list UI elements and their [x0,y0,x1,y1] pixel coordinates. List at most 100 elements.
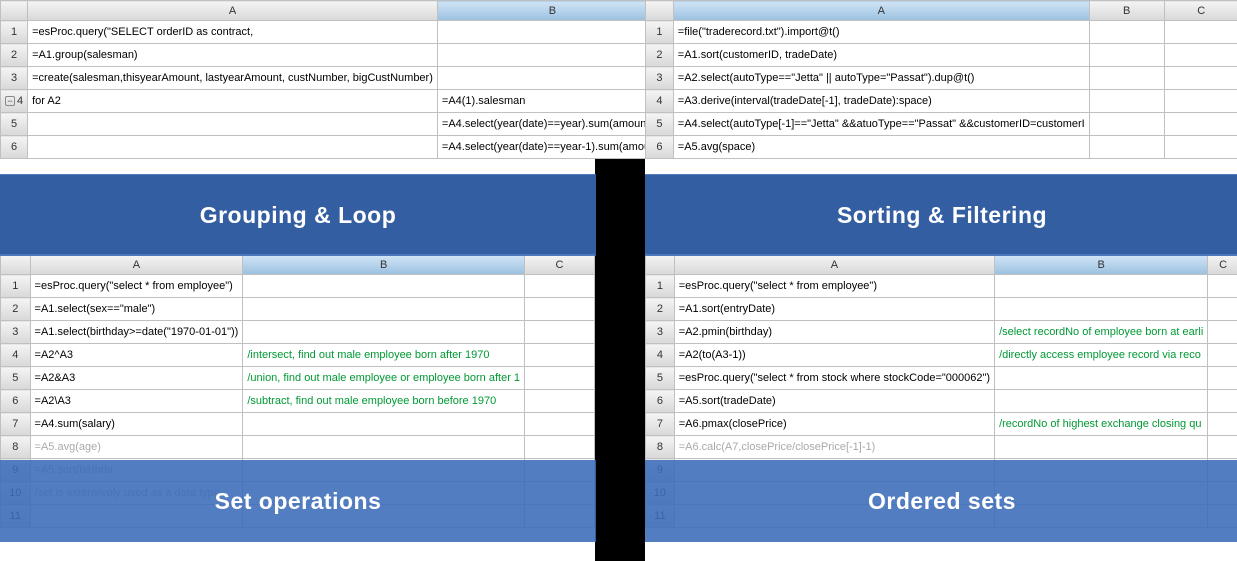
cell-a7[interactable]: =A6.pmax(closePrice) [674,413,994,436]
cell-c1[interactable] [525,275,595,298]
cell-c1[interactable] [1164,21,1237,44]
cell-b7[interactable] [243,413,525,436]
cell-a5[interactable]: =A2&A3 [30,367,243,390]
cell-c3[interactable] [1164,67,1237,90]
cell-c1[interactable] [1208,275,1237,298]
cell-b1[interactable] [243,275,525,298]
cell-a5[interactable]: =esProc.query("select * from stock where… [674,367,994,390]
cell-a5[interactable]: =A4.select(autoType[-1]=="Jetta" &&atuoT… [673,113,1089,136]
row-header[interactable]: 8 [646,436,675,459]
cell-c6[interactable] [1208,390,1237,413]
row-header[interactable]: 6 [646,390,675,413]
cell-c6[interactable] [525,390,595,413]
cell-a1[interactable]: =esProc.query("select * from employee") [674,275,994,298]
row-header[interactable]: 5 [1,367,31,390]
row-header[interactable]: 1 [646,275,675,298]
row-header[interactable]: 7 [646,413,675,436]
row-header[interactable]: 3 [646,67,674,90]
cell-b6[interactable]: /subtract, find out male employee born b… [243,390,525,413]
col-header-c[interactable]: C [1164,1,1237,21]
col-header-a[interactable]: A [674,255,994,275]
cell-c5[interactable] [1208,367,1237,390]
col-header-b[interactable]: B [243,255,525,275]
row-header[interactable]: 5 [646,367,675,390]
cell-a1[interactable]: =file("traderecord.txt").import@t() [673,21,1089,44]
row-header[interactable]: 5 [1,113,28,136]
col-header-b[interactable]: B [1089,1,1164,21]
collapse-icon[interactable]: − [5,96,15,106]
col-header-c[interactable]: C [1208,255,1237,275]
cell-c3[interactable] [525,321,595,344]
row-header[interactable]: 4 [646,90,674,113]
row-header[interactable]: 5 [646,113,674,136]
cell-b8[interactable] [243,436,525,459]
select-all-corner[interactable] [646,1,674,21]
cell-c6[interactable] [1164,136,1237,159]
cell-a8[interactable]: =A5.avg(age) [30,436,243,459]
cell-b5[interactable] [995,367,1208,390]
cell-a4[interactable]: =A3.derive(interval(tradeDate[-1], trade… [673,90,1089,113]
row-header[interactable]: 2 [1,44,28,67]
cell-c2[interactable] [1208,298,1237,321]
cell-b5[interactable]: =A4.select(year(date)==year).sum(amount) [437,113,667,136]
cell-a4[interactable]: =A2^A3 [30,344,243,367]
cell-a2[interactable]: =A1.group(salesman) [28,44,438,67]
cell-b2[interactable] [437,44,667,67]
select-all-corner[interactable] [1,1,28,21]
cell-c5[interactable] [525,367,595,390]
cell-c4[interactable] [1208,344,1237,367]
cell-b4[interactable]: /directly access employee record via rec… [995,344,1208,367]
cell-a3[interactable]: =create(salesman,thisyearAmount, lastyea… [28,67,438,90]
cell-a4[interactable]: =A2(to(A3-1)) [674,344,994,367]
cell-a2[interactable]: =A1.sort(customerID, tradeDate) [673,44,1089,67]
cell-a3[interactable]: =A2.select(autoType=="Jetta" || autoType… [673,67,1089,90]
cell-a3[interactable]: =A1.select(birthday>=date("1970-01-01")) [30,321,243,344]
cell-c7[interactable] [525,413,595,436]
row-header[interactable]: 4 [1,344,31,367]
select-all-corner[interactable] [1,255,31,275]
cell-c7[interactable] [1208,413,1237,436]
cell-c3[interactable] [1208,321,1237,344]
cell-a2[interactable]: =A1.sort(entryDate) [674,298,994,321]
cell-a1[interactable]: =esProc.query("SELECT orderID as contrac… [28,21,438,44]
cell-a2[interactable]: =A1.select(sex=="male") [30,298,243,321]
cell-a5[interactable] [28,113,438,136]
row-header[interactable]: 2 [646,298,675,321]
cell-a3[interactable]: =A2.pmin(birthday) [674,321,994,344]
cell-c5[interactable] [1164,113,1237,136]
row-header[interactable]: 7 [1,413,31,436]
cell-c2[interactable] [1164,44,1237,67]
select-all-corner[interactable] [646,255,675,275]
cell-c4[interactable] [1164,90,1237,113]
row-header[interactable]: 2 [1,298,31,321]
row-header[interactable]: 1 [1,21,28,44]
cell-b5[interactable] [1089,113,1164,136]
row-header[interactable]: 2 [646,44,674,67]
cell-b4[interactable] [1089,90,1164,113]
col-header-b[interactable]: B [437,1,667,21]
cell-b3[interactable]: /select recordNo of employee born at ear… [995,321,1208,344]
cell-b6[interactable] [995,390,1208,413]
cell-b1[interactable] [1089,21,1164,44]
row-header[interactable]: 6 [1,136,28,159]
col-header-b[interactable]: B [995,255,1208,275]
cell-b6[interactable]: =A4.select(year(date)==year-1).sum(amoun… [437,136,667,159]
cell-b3[interactable] [437,67,667,90]
cell-c8[interactable] [1208,436,1237,459]
cell-b4[interactable]: /intersect, find out male employee born … [243,344,525,367]
col-header-a[interactable]: A [30,255,243,275]
row-header[interactable]: 4 [646,344,675,367]
cell-a7[interactable]: =A4.sum(salary) [30,413,243,436]
cell-c8[interactable] [525,436,595,459]
cell-b2[interactable] [995,298,1208,321]
cell-b1[interactable] [437,21,667,44]
row-header[interactable]: 1 [1,275,31,298]
row-header[interactable]: 3 [1,321,31,344]
cell-a6[interactable]: =A2\A3 [30,390,243,413]
cell-b2[interactable] [243,298,525,321]
row-header[interactable]: 8 [1,436,31,459]
row-header[interactable]: 3 [646,321,675,344]
cell-c2[interactable] [525,298,595,321]
col-header-a[interactable]: A [28,1,438,21]
cell-c4[interactable] [525,344,595,367]
